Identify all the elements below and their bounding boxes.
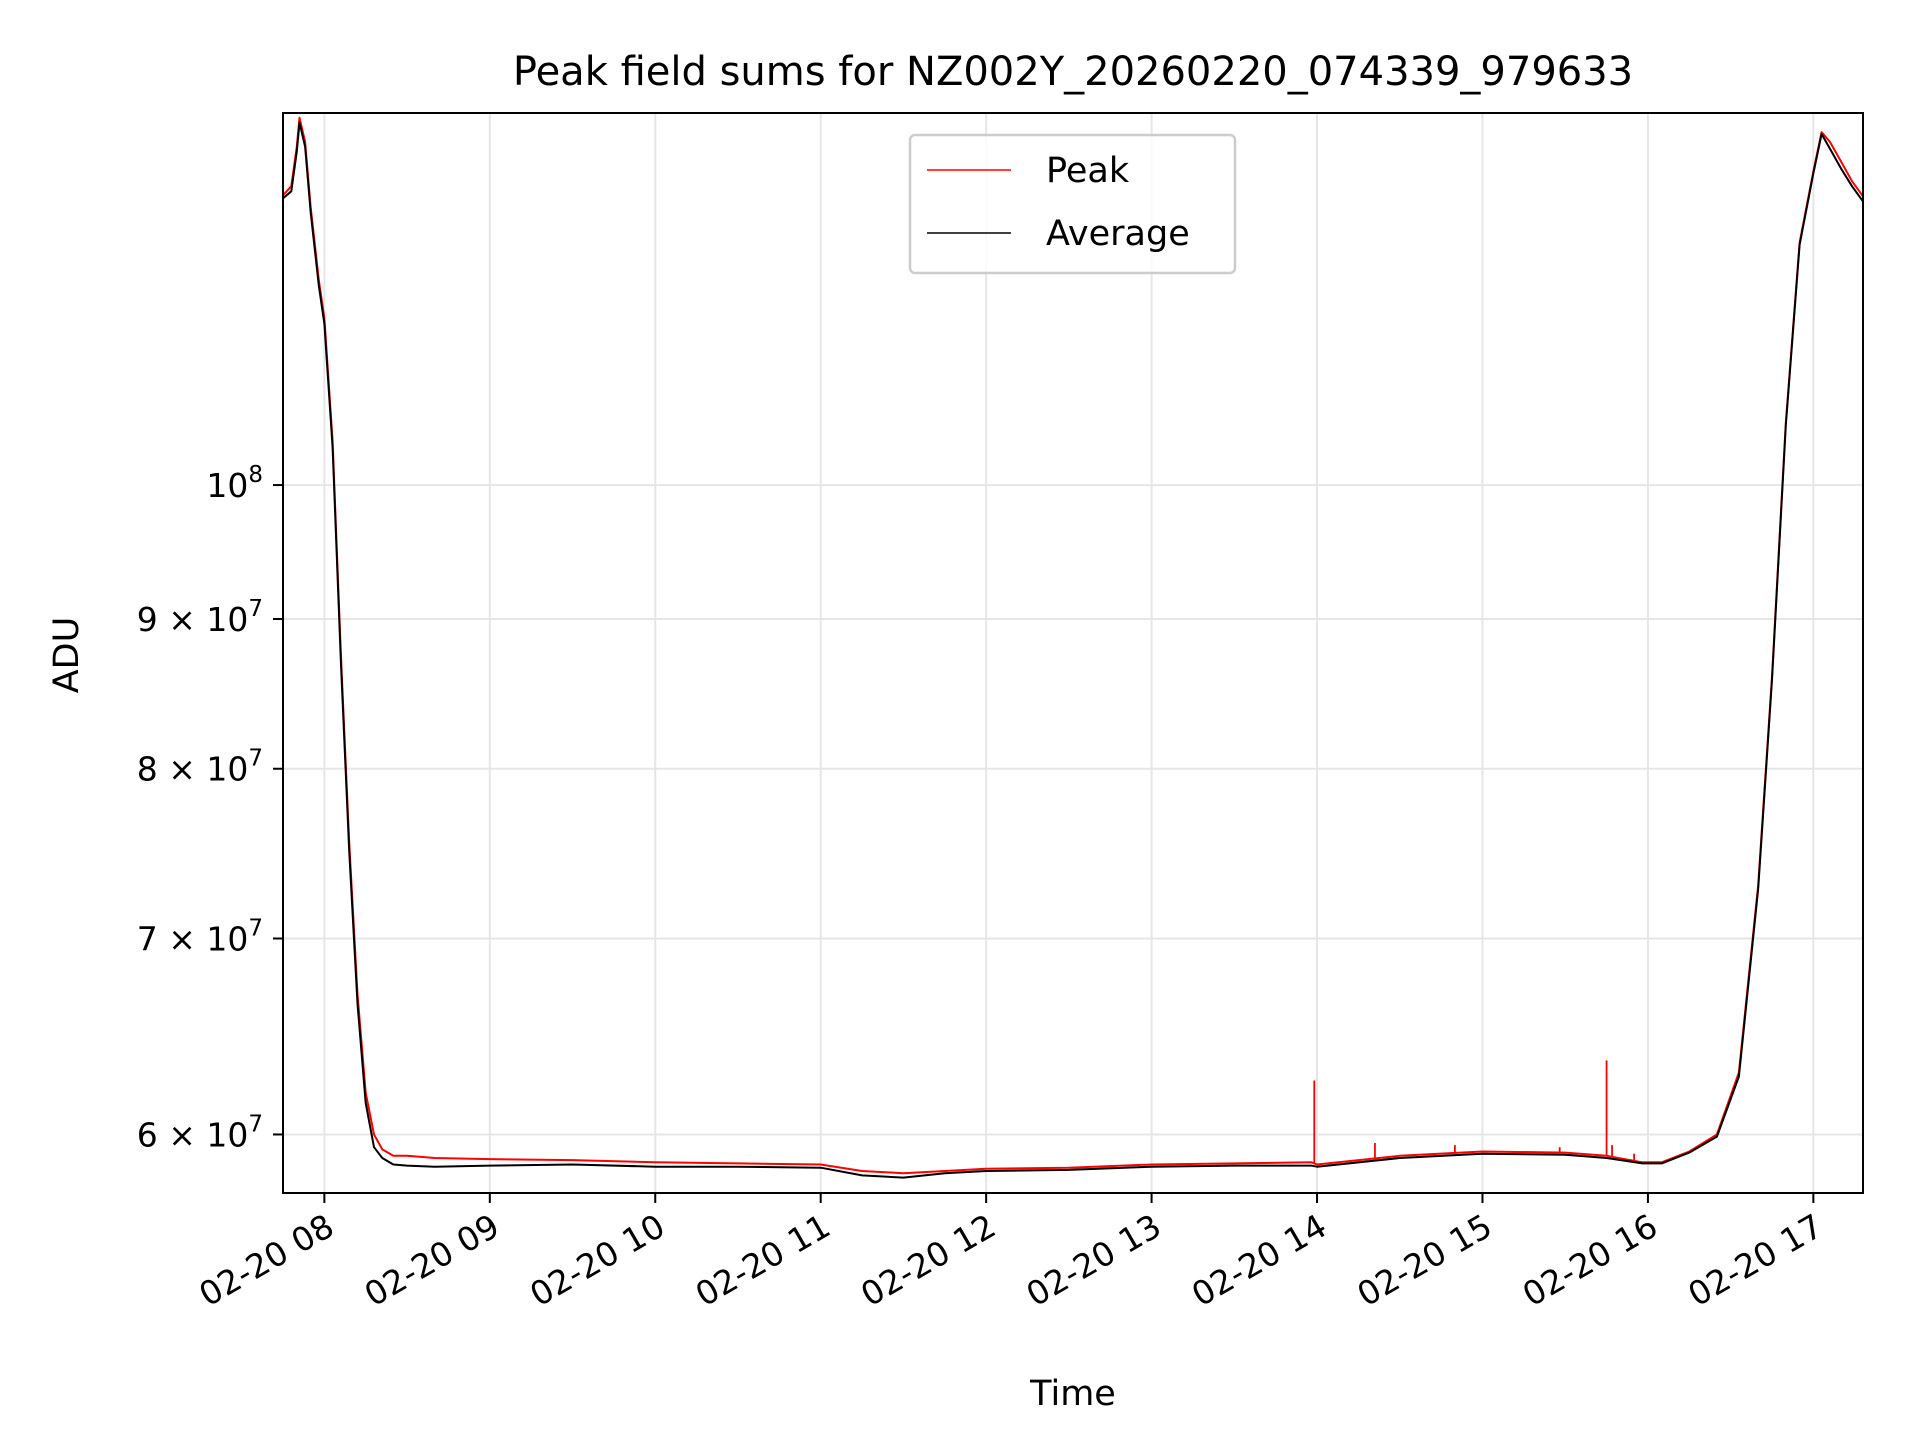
y-tick-label: 7 × 107 [137,915,263,958]
y-tick-label: 8 × 107 [137,746,263,789]
y-axis-label: ADU [47,617,87,694]
y-tick-label: 6 × 107 [137,1111,263,1154]
legend-label-average: Average [1046,214,1190,254]
series-layer [282,116,1864,1179]
average-series-line [282,121,1864,1179]
legend-label-peak: Peak [1046,151,1130,191]
grid [283,113,1863,1193]
x-axis-label: Time [1029,1374,1116,1414]
chart-title: Peak field sums for NZ002Y_20260220_0743… [513,49,1633,95]
legend: Peak Average [908,133,1237,275]
plot-frame [282,112,1864,1194]
y-tick-label: 9 × 107 [137,596,263,639]
